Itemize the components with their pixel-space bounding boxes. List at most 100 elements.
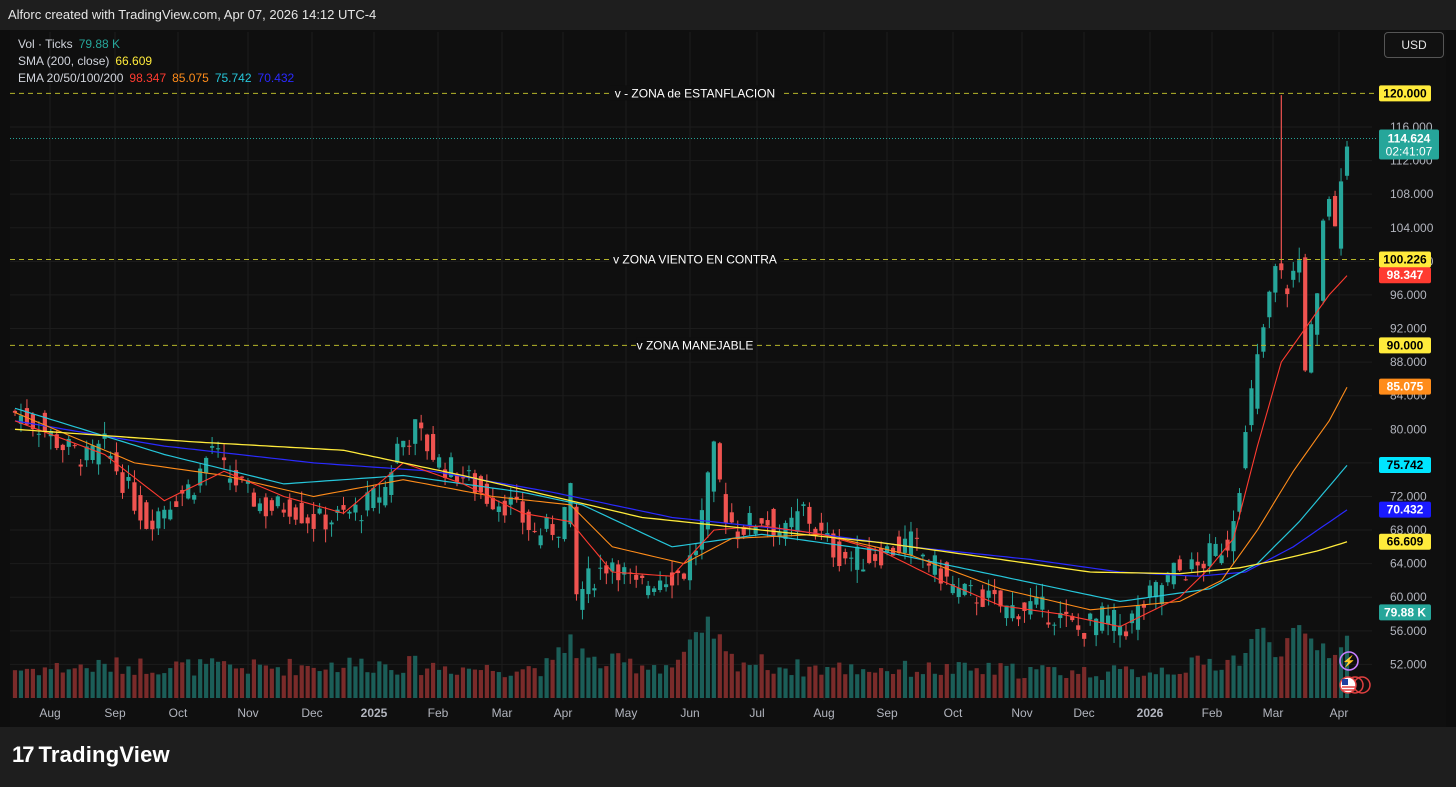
volume-bar [801, 676, 806, 698]
volume-bar [299, 665, 304, 698]
volume-bar [365, 672, 370, 698]
legend-sma[interactable]: SMA (200, close) 66.609 [18, 53, 294, 70]
time-tick-label: May [615, 706, 638, 720]
volume-bar [544, 658, 549, 698]
volume-bar [323, 669, 328, 698]
candle-body [1213, 543, 1218, 556]
candle-body [472, 473, 478, 493]
candle-body [867, 547, 872, 563]
volume-bar [1058, 675, 1063, 698]
volume-bar [992, 674, 997, 698]
volume-bar [926, 662, 931, 698]
candle-body [729, 512, 734, 523]
candle-body [329, 522, 334, 525]
candle-body [890, 547, 896, 556]
currency-button[interactable]: USD [1384, 32, 1444, 58]
candle-body [861, 569, 866, 572]
legend-ema[interactable]: EMA 20/50/100/200 98.347 85.075 75.742 70.43… [18, 70, 294, 87]
volume-bar [168, 668, 173, 698]
volume-bar [1147, 672, 1152, 698]
volume-bar [239, 668, 245, 698]
volume-bar [454, 674, 460, 698]
price-tick-label: 108.000 [1390, 187, 1434, 201]
footer [0, 727, 1456, 787]
ema100-line [14, 407, 1348, 603]
volume-bar [580, 648, 585, 698]
candle-body [1183, 579, 1188, 581]
volume-bar [902, 660, 908, 698]
candle-body [299, 502, 304, 524]
indicator-price-tag: 70.432 [1387, 503, 1424, 517]
candle-body [215, 448, 221, 450]
time-tick-label: Jul [749, 706, 764, 720]
price-tick-label: 80.000 [1390, 422, 1427, 436]
volume-bar [1177, 673, 1182, 698]
candle-body [448, 457, 454, 478]
chart-frame[interactable] [10, 30, 1446, 727]
time-tick-label: Apr [554, 706, 573, 720]
volume-bar [1034, 669, 1039, 698]
volume-bar [377, 661, 382, 698]
tradingview-logo[interactable]: 17 TradingView [12, 742, 170, 768]
price-tick-label: 72.000 [1390, 489, 1427, 503]
candle-body [132, 482, 137, 511]
candle-body [210, 446, 215, 448]
price-tick-label: 60.000 [1390, 590, 1427, 604]
volume-bar [920, 674, 926, 698]
candle-body [669, 572, 675, 586]
volume-bar [1213, 670, 1218, 698]
candle-body [341, 505, 346, 510]
candle-body [1315, 293, 1320, 335]
volume-bar [717, 634, 722, 698]
candle-body [72, 445, 77, 447]
candle-body [1064, 611, 1069, 615]
volume-bar [592, 656, 597, 698]
volume-bar [938, 674, 943, 698]
volume-bar [1332, 654, 1338, 698]
price-chart[interactable]: v - ZONA de ESTANFLACION v ZONA VIENTO EN… [0, 0, 1456, 727]
zone-price-tag: 120.000 [1383, 86, 1427, 100]
volume-bar [526, 666, 531, 698]
lightning-icon[interactable] [1339, 651, 1359, 671]
volume-bar [1285, 638, 1290, 698]
candle-body [646, 585, 651, 596]
chart-header: Alforc created with TradingView.com, Apr… [0, 0, 1456, 30]
volume-bar [711, 638, 716, 698]
time-tick-label: Aug [813, 706, 834, 720]
volume-bar [783, 668, 788, 698]
volume-bar [1201, 664, 1206, 698]
candle-body [1022, 602, 1027, 611]
volume-bar [1105, 671, 1111, 698]
candle-body [873, 554, 878, 561]
candle-body [156, 511, 161, 529]
time-tick-label: 2026 [1137, 706, 1164, 720]
volume-bar [287, 658, 292, 698]
volume-bar [747, 665, 752, 698]
volume-bar [1327, 658, 1332, 698]
candle-body [663, 584, 669, 588]
volume-bar [586, 657, 591, 698]
volume-bar [1159, 667, 1164, 698]
candle-body [108, 455, 113, 459]
volume-bar [102, 663, 107, 698]
volume-bar [944, 664, 949, 698]
indicator-price-tag-bg [1379, 267, 1431, 284]
volume-bar [819, 674, 824, 698]
legend-ema100-value: 75.742 [214, 71, 252, 85]
volume-bar [1243, 652, 1248, 698]
candle-body [813, 528, 818, 536]
volume-bar [484, 664, 489, 698]
candle-body [968, 585, 973, 587]
us-flag-canton [1342, 679, 1348, 685]
candle-body [144, 502, 149, 529]
lightning-glyph: ⚡ [1342, 655, 1356, 668]
volume-bar [431, 662, 436, 698]
legend-volume[interactable]: Vol · Ticks 79.88 K [18, 36, 294, 53]
ema200-line [14, 420, 1348, 577]
candle-body [759, 518, 764, 524]
volume-bar [144, 673, 149, 698]
volume-bar [1279, 656, 1284, 698]
candle-body [1321, 220, 1326, 301]
candle-body [610, 562, 615, 572]
volume-bar [604, 666, 609, 698]
